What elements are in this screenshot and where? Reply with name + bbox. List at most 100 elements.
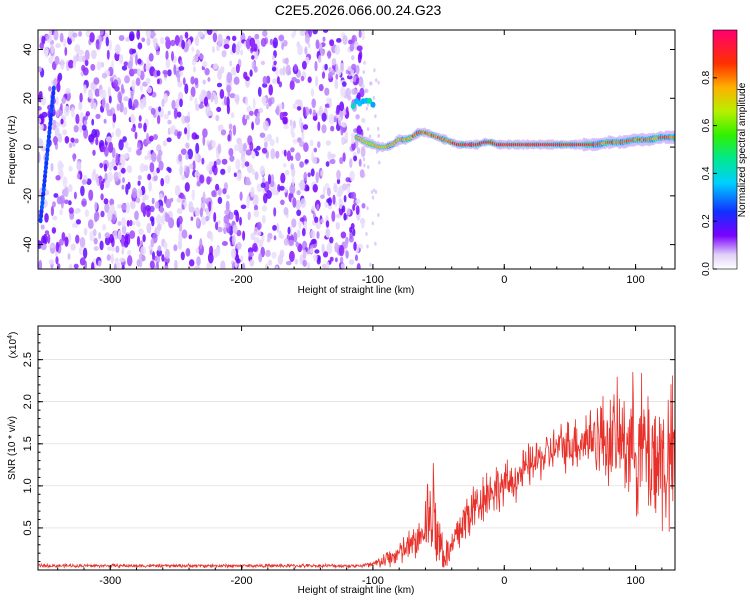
heatmap-noise-cell	[42, 233, 48, 245]
heatmap-noise-cell	[138, 253, 142, 264]
heatmap-noise-cell	[240, 49, 244, 56]
heatmap-noise-cell	[361, 203, 366, 209]
spectrogram-x-label: Height of straight line (km)	[298, 285, 415, 296]
heatmap-noise-cell	[118, 139, 124, 151]
heatmap-noise-cell	[164, 174, 171, 184]
heatmap-noise-cell	[256, 229, 262, 237]
heatmap-noise-cell	[335, 109, 340, 115]
heatmap-noise-cell	[353, 155, 358, 162]
heatmap-noise-cell	[135, 197, 141, 204]
heatmap-noise-cell	[64, 236, 69, 247]
heatmap-noise-cell	[64, 46, 68, 56]
heatmap-noise-cell	[236, 242, 242, 250]
heatmap-noise-cell	[252, 199, 257, 206]
heatmap-noise-cell	[65, 87, 71, 94]
heatmap-noise-cell	[56, 82, 61, 93]
heatmap-noise-cell	[146, 57, 150, 67]
heatmap-noise-cell	[136, 30, 141, 40]
x-tick-label: 0	[501, 274, 507, 286]
heatmap-noise-cell	[286, 150, 292, 162]
heatmap-noise-cell	[253, 236, 260, 245]
heatmap-noise-cell	[217, 187, 222, 196]
heatmap-noise-cell	[223, 214, 230, 224]
heatmap-noise-cell	[48, 259, 55, 265]
colorbar-ticks: 0.0 0.2 0.4 0.6 0.8	[701, 70, 717, 276]
heatmap-noise-cell	[191, 46, 195, 52]
heatmap-noise-cell	[124, 140, 129, 149]
heatmap-noise-cell	[121, 265, 125, 269]
heatmap-noise-cell	[115, 245, 120, 253]
heatmap-noise-cell	[309, 139, 314, 147]
heatmap-noise-cell	[373, 68, 376, 73]
heatmap-noise-cell	[147, 173, 152, 181]
x-tick-label: -300	[99, 274, 121, 286]
heatmap-noise-cell	[306, 185, 310, 192]
heatmap-noise-cell	[81, 198, 87, 208]
heatmap-noise-cell	[52, 136, 59, 144]
heatmap-noise-cell	[255, 151, 260, 157]
heatmap-noise-cell	[78, 31, 82, 37]
heatmap-noise-cell	[127, 249, 132, 256]
heatmap-noise-cell	[227, 134, 231, 142]
heatmap-noise-cell	[267, 259, 273, 266]
heatmap-noise-cell	[164, 212, 169, 220]
heatmap-noise-cell	[273, 60, 277, 66]
heatmap-noise-cell	[335, 63, 339, 74]
heatmap-noise-cell	[223, 43, 230, 50]
heatmap-noise-cell	[252, 98, 256, 109]
heatmap-noise-cell	[363, 173, 366, 178]
x-tick-label: -300	[99, 575, 121, 587]
heatmap-noise-cell	[269, 38, 273, 46]
heatmap-noise-cell	[100, 30, 104, 36]
heatmap-noise-cell	[260, 60, 266, 66]
heatmap-noise-cell	[165, 50, 169, 61]
heatmap-noise-cell	[174, 185, 181, 196]
heatmap-noise-cell	[295, 152, 301, 162]
heatmap-noise-cell	[59, 195, 65, 204]
heatmap-noise-cell	[162, 70, 168, 75]
heatmap-noise-cell	[83, 84, 87, 94]
heatmap-noise-cell	[163, 241, 168, 250]
heatmap-noise-cell	[202, 128, 208, 138]
heatmap-noise-cell	[303, 142, 309, 153]
heatmap-noise-cell	[196, 217, 200, 226]
heatmap-noise-cell	[79, 237, 86, 248]
heatmap-noise-cell	[261, 215, 266, 224]
heatmap-noise-cell	[170, 39, 176, 47]
heatmap-noise-cell	[107, 246, 113, 252]
heatmap-noise-cell	[341, 122, 347, 128]
heatmap-noise-cell	[108, 39, 113, 51]
heatmap-noise-cell	[248, 110, 254, 116]
heatmap-noise-cell	[38, 117, 42, 124]
heatmap-noise-cell	[277, 254, 284, 265]
heatmap-noise-cell	[157, 245, 162, 252]
heatmap-noise-cell	[175, 98, 179, 109]
heatmap-noise-cell	[253, 43, 258, 52]
heatmap-noise-cell	[206, 176, 211, 185]
heatmap-noise-cell	[312, 156, 318, 164]
heatmap-noise-cell	[299, 217, 305, 223]
heatmap-noise-cell	[310, 88, 314, 97]
heatmap-noise-cell	[79, 92, 83, 103]
heatmap-noise-cell	[151, 197, 155, 205]
heatmap-noise-cell	[370, 81, 373, 86]
heatmap-noise-cell	[39, 124, 44, 131]
x-tick-label: 0	[501, 575, 507, 587]
heatmap-noise-cell	[100, 193, 104, 201]
heatmap-noise-cell	[341, 136, 345, 145]
heatmap-noise-cell	[121, 203, 127, 211]
heatmap-noise-cell	[121, 249, 125, 255]
heatmap-noise-cell	[55, 96, 59, 106]
heatmap-noise-cell	[217, 196, 223, 204]
heatmap-noise-cell	[318, 84, 324, 92]
heatmap-noise-cell	[246, 197, 250, 209]
heatmap-noise-cell	[296, 189, 301, 196]
heatmap-noise-cell	[340, 126, 344, 136]
heatmap-noise-cell	[217, 226, 223, 233]
heatmap-noise-cell	[92, 168, 96, 177]
heatmap-noise-cell	[321, 243, 325, 254]
heatmap-noise-cell	[44, 213, 49, 223]
heatmap-noise-cell	[337, 186, 343, 197]
heatmap-noise-cell	[272, 78, 278, 84]
heatmap-noise-cell	[41, 111, 48, 118]
